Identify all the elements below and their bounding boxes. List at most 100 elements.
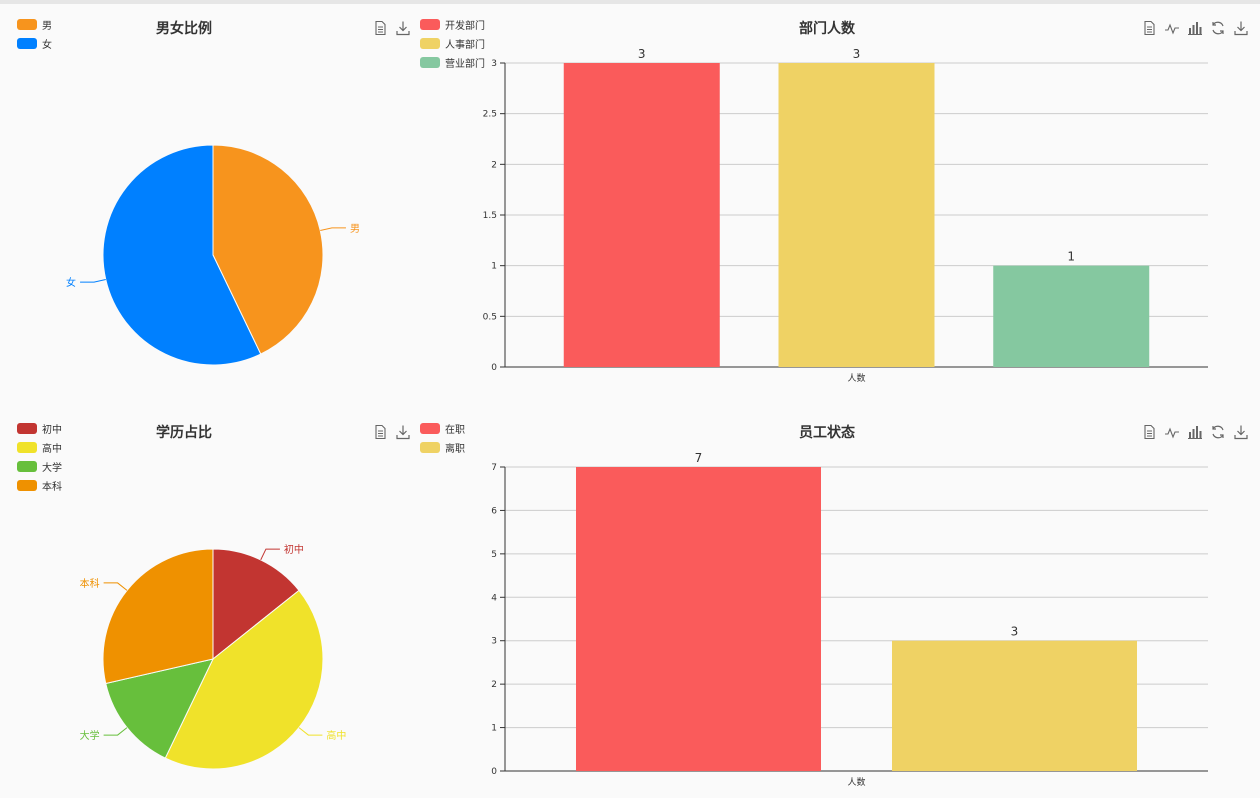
save-image-icon[interactable] <box>1233 424 1249 440</box>
y-tick-label: 0 <box>491 767 497 777</box>
pie-label-line <box>103 582 128 591</box>
data-view-icon[interactable] <box>1141 20 1157 36</box>
y-tick-label: 2 <box>491 160 497 170</box>
legend-item[interactable]: 离职 <box>420 438 465 457</box>
chart-legend: 开发部门人事部门营业部门 <box>420 15 485 72</box>
department-headcount-panel: 部门人数 开发部门 人事部门 营业部门 0 0.5 1 1.5 2 2.5 3 3 3 1 人数 <box>410 4 1260 404</box>
legend-item[interactable]: 男 <box>17 15 52 34</box>
pie-slice-label: 大学 <box>80 729 100 742</box>
y-tick-label: 2.5 <box>483 110 497 120</box>
y-tick-label: 1.5 <box>483 211 497 221</box>
y-tick-label: 1 <box>491 262 497 272</box>
x-category-label: 人数 <box>847 372 865 384</box>
pie-label-line <box>298 727 323 736</box>
legend-swatch <box>17 461 37 472</box>
legend-item[interactable]: 本科 <box>17 476 62 495</box>
legend-label: 人事部门 <box>445 40 485 51</box>
y-tick-label: 1 <box>491 724 497 734</box>
y-tick-label: 5 <box>491 550 497 560</box>
legend-item[interactable]: 营业部门 <box>420 53 485 72</box>
y-tick-label: 6 <box>491 506 497 516</box>
legend-item[interactable]: 高中 <box>17 438 62 457</box>
chart-title: 男女比例 <box>156 21 212 37</box>
save-image-icon[interactable] <box>1233 20 1249 36</box>
legend-item[interactable]: 大学 <box>17 457 62 476</box>
legend-swatch <box>17 480 37 491</box>
pie-slice-label: 高中 <box>326 729 346 742</box>
x-category-label: 人数 <box>847 776 865 788</box>
chart-toolbox <box>1141 424 1249 440</box>
legend-swatch <box>17 423 37 434</box>
bar[interactable] <box>576 467 821 771</box>
restore-icon[interactable] <box>1210 424 1226 440</box>
chart-legend: 男女 <box>17 15 52 53</box>
legend-label: 女 <box>42 40 52 51</box>
chart-title: 学历占比 <box>156 425 212 441</box>
education-ratio-panel: 学历占比 初中 高中 大学 本科 初中 高中 大学 本科 <box>0 408 420 798</box>
pie-slice-label: 男 <box>350 223 360 235</box>
pie-slice-label: 女 <box>66 276 76 289</box>
pie-label-line <box>80 278 106 283</box>
data-view-icon[interactable] <box>372 424 388 440</box>
line-chart-icon[interactable] <box>1164 424 1180 440</box>
status-bar-chart: 0 1 2 3 4 5 6 7 7 3 人数 <box>491 451 1208 788</box>
bar-value-label: 1 <box>1067 250 1075 264</box>
chart-toolbox <box>1141 20 1249 36</box>
pie-slice-label: 本科 <box>80 577 100 590</box>
pie-label-line <box>103 727 128 736</box>
legend-label: 在职 <box>445 425 465 436</box>
employee-status-panel: 员工状态 在职离职 0 1 2 3 4 5 6 7 7 3 人数 <box>410 408 1260 798</box>
pie-label-line <box>320 227 346 232</box>
y-tick-label: 3 <box>491 637 497 647</box>
y-tick-label: 2 <box>491 680 497 690</box>
legend-item[interactable]: 女 <box>17 34 52 53</box>
gender-pie-chart: 男女 <box>66 144 360 366</box>
save-image-icon[interactable] <box>395 424 411 440</box>
legend-item[interactable]: 开发部门 <box>420 15 485 34</box>
chart-legend: 初中高中 大学本科 <box>17 419 62 495</box>
y-tick-label: 0 <box>491 363 497 373</box>
pie-slice-label: 初中 <box>284 543 304 556</box>
chart-toolbox <box>372 20 411 36</box>
legend-label: 本科 <box>42 482 62 493</box>
legend-item[interactable]: 在职 <box>420 419 465 438</box>
legend-swatch <box>420 19 440 30</box>
chart-title: 员工状态 <box>799 425 855 441</box>
bar[interactable] <box>993 265 1150 367</box>
data-view-icon[interactable] <box>1141 424 1157 440</box>
bar-value-label: 3 <box>1011 625 1019 639</box>
legend-item[interactable]: 初中 <box>17 419 62 438</box>
bar[interactable] <box>778 63 935 367</box>
legend-label: 男 <box>42 21 52 32</box>
chart-legend: 在职离职 <box>420 419 465 457</box>
y-tick-label: 7 <box>491 463 497 473</box>
department-bar-chart: 0 0.5 1 1.5 2 2.5 3 3 3 1 人数 <box>483 47 1208 384</box>
restore-icon[interactable] <box>1210 20 1226 36</box>
pie-slice[interactable] <box>102 144 262 366</box>
legend-swatch <box>420 442 440 453</box>
pie-slice[interactable] <box>102 548 214 685</box>
legend-swatch <box>420 57 440 68</box>
data-view-icon[interactable] <box>372 20 388 36</box>
pie-slice[interactable] <box>164 589 324 770</box>
bar-value-label: 7 <box>695 451 703 465</box>
legend-label: 初中 <box>42 425 62 436</box>
bar-chart-icon[interactable] <box>1187 424 1203 440</box>
bar[interactable] <box>563 63 720 367</box>
legend-swatch <box>17 442 37 453</box>
chart-toolbox <box>372 424 411 440</box>
pie-slice[interactable] <box>212 548 300 661</box>
legend-swatch <box>17 38 37 49</box>
bar-value-label: 3 <box>853 47 861 61</box>
pie-label-line <box>260 548 280 561</box>
bar[interactable] <box>892 640 1137 771</box>
window-top-edge <box>0 0 1260 4</box>
line-chart-icon[interactable] <box>1164 20 1180 36</box>
bar-chart-icon[interactable] <box>1187 20 1203 36</box>
y-tick-label: 4 <box>491 593 497 603</box>
y-tick-label: 0.5 <box>483 312 497 322</box>
y-tick-label: 3 <box>491 59 497 69</box>
legend-swatch <box>420 38 440 49</box>
legend-item[interactable]: 人事部门 <box>420 34 485 53</box>
save-image-icon[interactable] <box>395 20 411 36</box>
